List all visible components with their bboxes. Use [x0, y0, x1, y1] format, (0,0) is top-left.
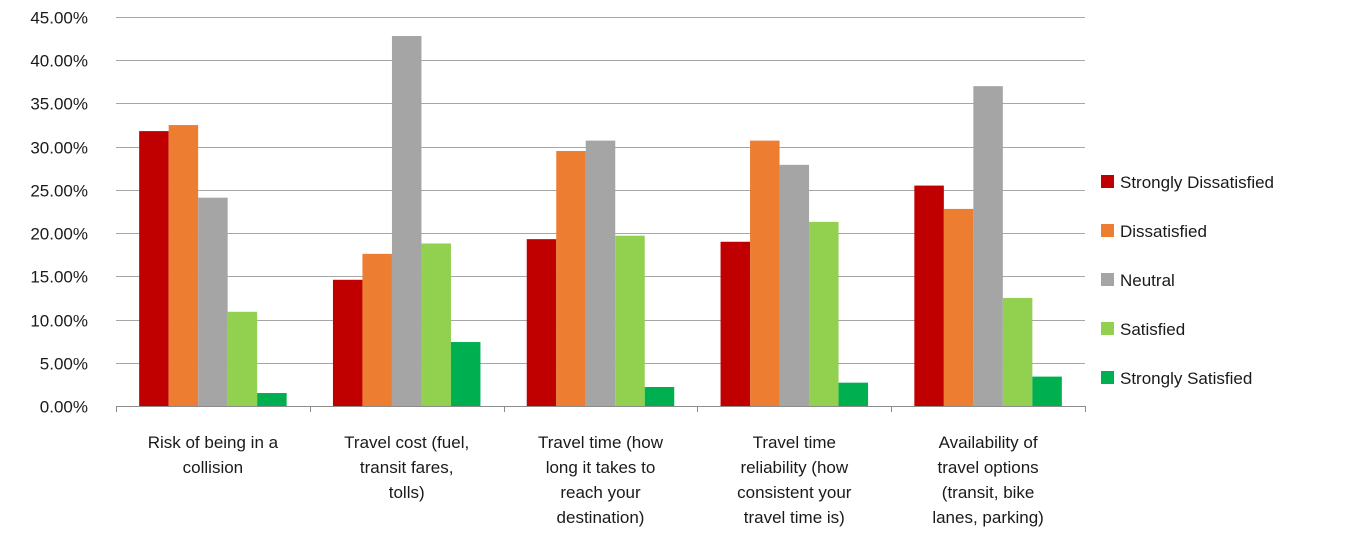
y-tick-label: 15.00%: [30, 268, 88, 287]
bar: [450, 342, 481, 406]
bar: [585, 140, 616, 406]
y-tick-label: 5.00%: [40, 355, 88, 374]
bar: [943, 208, 974, 406]
bar: [227, 311, 258, 406]
bar: [838, 382, 869, 406]
bars: [139, 36, 1062, 407]
y-tick-label: 20.00%: [30, 225, 88, 244]
legend-swatch: [1101, 273, 1114, 286]
legend: Strongly Dissatisfied Dissatisfied Neutral…: [1101, 173, 1274, 388]
y-tick-label: 45.00%: [30, 9, 88, 28]
bar: [1002, 297, 1033, 406]
y-tick-label: 35.00%: [30, 95, 88, 114]
legend-swatch: [1101, 322, 1114, 335]
bar: [779, 164, 810, 406]
legend-item: Strongly Satisfied: [1101, 369, 1252, 388]
y-tick-label: 0.00%: [40, 398, 88, 417]
bar: [750, 140, 780, 406]
x-category-label: Availability of travel options (transit, b…: [932, 433, 1044, 527]
legend-label: Neutral: [1120, 271, 1175, 290]
y-tick-label: 30.00%: [30, 139, 88, 158]
bar: [973, 86, 1003, 406]
bar: [1032, 376, 1062, 406]
bar: [914, 185, 944, 406]
bar: [809, 221, 839, 406]
legend-item: Dissatisfied: [1101, 222, 1207, 241]
x-category-label: Risk of being in a collision: [148, 433, 279, 477]
bar: [198, 197, 228, 406]
bar: [362, 253, 392, 406]
y-tick-label: 40.00%: [30, 52, 88, 71]
bar: [332, 279, 363, 406]
legend-swatch: [1101, 224, 1114, 237]
legend-label: Dissatisfied: [1120, 222, 1207, 241]
bar: [168, 125, 199, 406]
bar: [139, 131, 169, 407]
bar: [526, 239, 557, 406]
axes: 0.00% 5.00% 10.00% 15.00% 20.00% 25.00% 30.00%…: [30, 9, 1086, 527]
legend-label: Satisfied: [1120, 320, 1185, 339]
x-category-label: Travel time (how long it takes to reach yo…: [538, 433, 664, 527]
y-tick-label: 25.00%: [30, 182, 88, 201]
bar: [556, 150, 586, 406]
bar: [391, 36, 422, 407]
bar: [257, 393, 287, 406]
legend-label: Strongly Satisfied: [1120, 369, 1252, 388]
bar: [720, 241, 751, 406]
legend-item: Satisfied: [1101, 320, 1185, 339]
legend-swatch: [1101, 371, 1114, 384]
bar: [615, 235, 645, 406]
x-category-label: Travel cost (fuel, transit fares, tolls): [344, 433, 469, 502]
legend-swatch: [1101, 175, 1114, 188]
x-category-label: Travel time reliability (how consistent yo…: [737, 433, 852, 527]
bar: [644, 386, 675, 406]
legend-item: Neutral: [1101, 271, 1175, 290]
legend-label: Strongly Dissatisfied: [1120, 173, 1274, 192]
y-tick-label: 10.00%: [30, 312, 88, 331]
bar: [421, 243, 451, 406]
legend-item: Strongly Dissatisfied: [1101, 173, 1274, 192]
